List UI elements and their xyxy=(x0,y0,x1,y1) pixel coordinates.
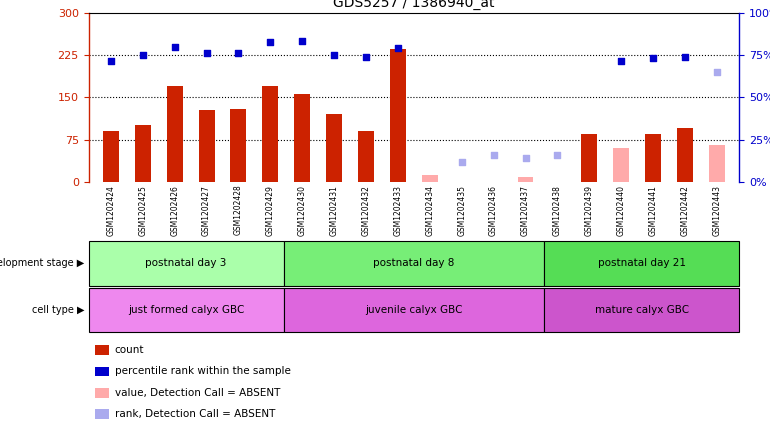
Text: GSM1202434: GSM1202434 xyxy=(425,185,434,236)
Text: GSM1202432: GSM1202432 xyxy=(362,185,370,236)
Bar xyxy=(89,288,283,332)
Text: GSM1202443: GSM1202443 xyxy=(712,185,721,236)
Point xyxy=(456,159,468,165)
Point xyxy=(169,43,181,50)
Bar xyxy=(517,177,534,182)
Text: GSM1202425: GSM1202425 xyxy=(139,185,147,236)
Text: GSM1202424: GSM1202424 xyxy=(106,185,115,236)
Text: GSM1202439: GSM1202439 xyxy=(584,185,594,236)
Text: percentile rank within the sample: percentile rank within the sample xyxy=(115,366,290,376)
Text: GSM1202436: GSM1202436 xyxy=(489,185,498,236)
Bar xyxy=(95,367,109,376)
Point xyxy=(551,151,564,158)
Bar xyxy=(95,409,109,419)
Point xyxy=(200,50,213,57)
Point xyxy=(328,52,340,58)
Title: GDS5257 / 1386940_at: GDS5257 / 1386940_at xyxy=(333,0,494,10)
Point xyxy=(360,53,372,60)
Text: GSM1202442: GSM1202442 xyxy=(681,185,689,236)
Bar xyxy=(230,109,246,182)
Bar xyxy=(544,288,739,332)
Point xyxy=(233,50,245,57)
Text: GSM1202441: GSM1202441 xyxy=(648,185,658,236)
Text: GSM1202428: GSM1202428 xyxy=(234,185,243,236)
Text: cell type ▶: cell type ▶ xyxy=(32,305,85,315)
Point xyxy=(264,38,276,45)
Bar xyxy=(358,131,374,182)
Point xyxy=(615,57,628,64)
Text: GSM1202427: GSM1202427 xyxy=(202,185,211,236)
Bar xyxy=(135,126,151,182)
Bar xyxy=(581,134,598,182)
Point xyxy=(711,69,723,75)
Point xyxy=(136,52,149,58)
Text: GSM1202431: GSM1202431 xyxy=(330,185,339,236)
Bar xyxy=(95,388,109,398)
Bar xyxy=(422,175,438,182)
Text: GSM1202426: GSM1202426 xyxy=(170,185,179,236)
Text: rank, Detection Call = ABSENT: rank, Detection Call = ABSENT xyxy=(115,409,275,419)
Text: juvenile calyx GBC: juvenile calyx GBC xyxy=(365,305,463,315)
Text: postnatal day 3: postnatal day 3 xyxy=(146,258,227,268)
Bar xyxy=(709,145,725,182)
Bar xyxy=(103,131,119,182)
Text: GSM1202437: GSM1202437 xyxy=(521,185,530,236)
Bar xyxy=(263,86,278,182)
Bar xyxy=(613,148,629,182)
Bar xyxy=(294,94,310,182)
Point xyxy=(392,44,404,51)
Bar xyxy=(645,134,661,182)
Bar xyxy=(166,86,182,182)
Text: just formed calyx GBC: just formed calyx GBC xyxy=(128,305,244,315)
Bar xyxy=(326,114,342,182)
Text: GSM1202438: GSM1202438 xyxy=(553,185,562,236)
Bar xyxy=(283,288,544,332)
Text: GSM1202429: GSM1202429 xyxy=(266,185,275,236)
Text: mature calyx GBC: mature calyx GBC xyxy=(594,305,688,315)
Bar xyxy=(95,345,109,355)
Point xyxy=(105,57,117,64)
Bar xyxy=(390,49,406,182)
Bar xyxy=(544,241,739,286)
Bar xyxy=(283,241,544,286)
Text: GSM1202435: GSM1202435 xyxy=(457,185,466,236)
Point xyxy=(647,55,659,61)
Bar xyxy=(199,110,215,182)
Text: value, Detection Call = ABSENT: value, Detection Call = ABSENT xyxy=(115,388,280,398)
Point xyxy=(679,53,691,60)
Bar xyxy=(89,241,283,286)
Text: development stage ▶: development stage ▶ xyxy=(0,258,85,268)
Point xyxy=(487,151,500,158)
Bar xyxy=(677,128,693,182)
Text: GSM1202433: GSM1202433 xyxy=(393,185,403,236)
Text: GSM1202440: GSM1202440 xyxy=(617,185,626,236)
Point xyxy=(519,155,531,162)
Point xyxy=(296,38,309,44)
Text: count: count xyxy=(115,345,144,355)
Text: postnatal day 8: postnatal day 8 xyxy=(373,258,454,268)
Text: GSM1202430: GSM1202430 xyxy=(298,185,306,236)
Text: postnatal day 21: postnatal day 21 xyxy=(598,258,685,268)
